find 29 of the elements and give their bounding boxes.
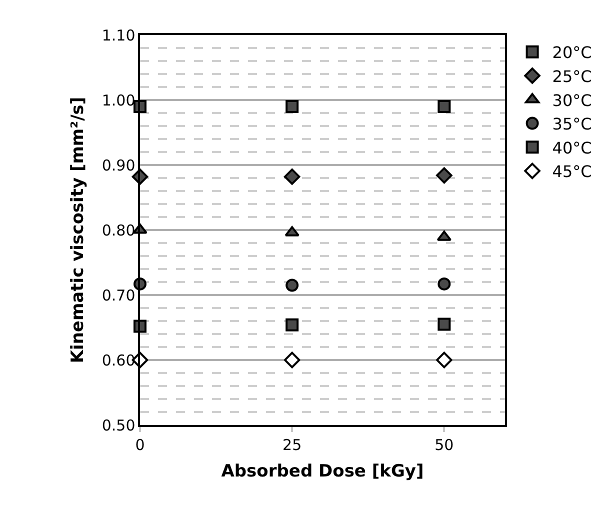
legend-label: 45°C [552, 162, 592, 182]
y-tick-label: 1.00 [102, 91, 136, 110]
point [438, 277, 451, 290]
point [436, 167, 452, 184]
y-tick-label: 0.80 [102, 221, 136, 240]
point [286, 100, 299, 113]
y-tick-label: 0.90 [102, 156, 136, 174]
x-axis-title: Absorbed Dose [kGy] [221, 462, 424, 482]
legend-label: 40°C [552, 138, 592, 158]
y-tick-label: 0.50 [102, 416, 136, 434]
legend-label: 25°C [552, 66, 592, 86]
x-tick-label: 25 [282, 436, 302, 454]
legend-label: 30°C [552, 90, 592, 110]
legend-label: 35°C [552, 114, 592, 134]
point [284, 352, 300, 368]
x-tick-label: 50 [434, 436, 454, 454]
legend-label: 20°C [552, 43, 592, 62]
x-tick-label: 0 [135, 436, 145, 454]
y-tick-label: 0.70 [102, 286, 136, 304]
point [438, 100, 451, 113]
y-tick-label: 0.60 [102, 351, 136, 370]
point [284, 168, 300, 185]
point [436, 352, 452, 368]
point [286, 318, 299, 332]
point [284, 226, 300, 236]
y-axis-title: Kinematic viscosity [mm²/s] [68, 96, 88, 364]
point [438, 318, 451, 331]
y-tick-label: 1.10 [102, 26, 136, 44]
point [286, 278, 299, 292]
